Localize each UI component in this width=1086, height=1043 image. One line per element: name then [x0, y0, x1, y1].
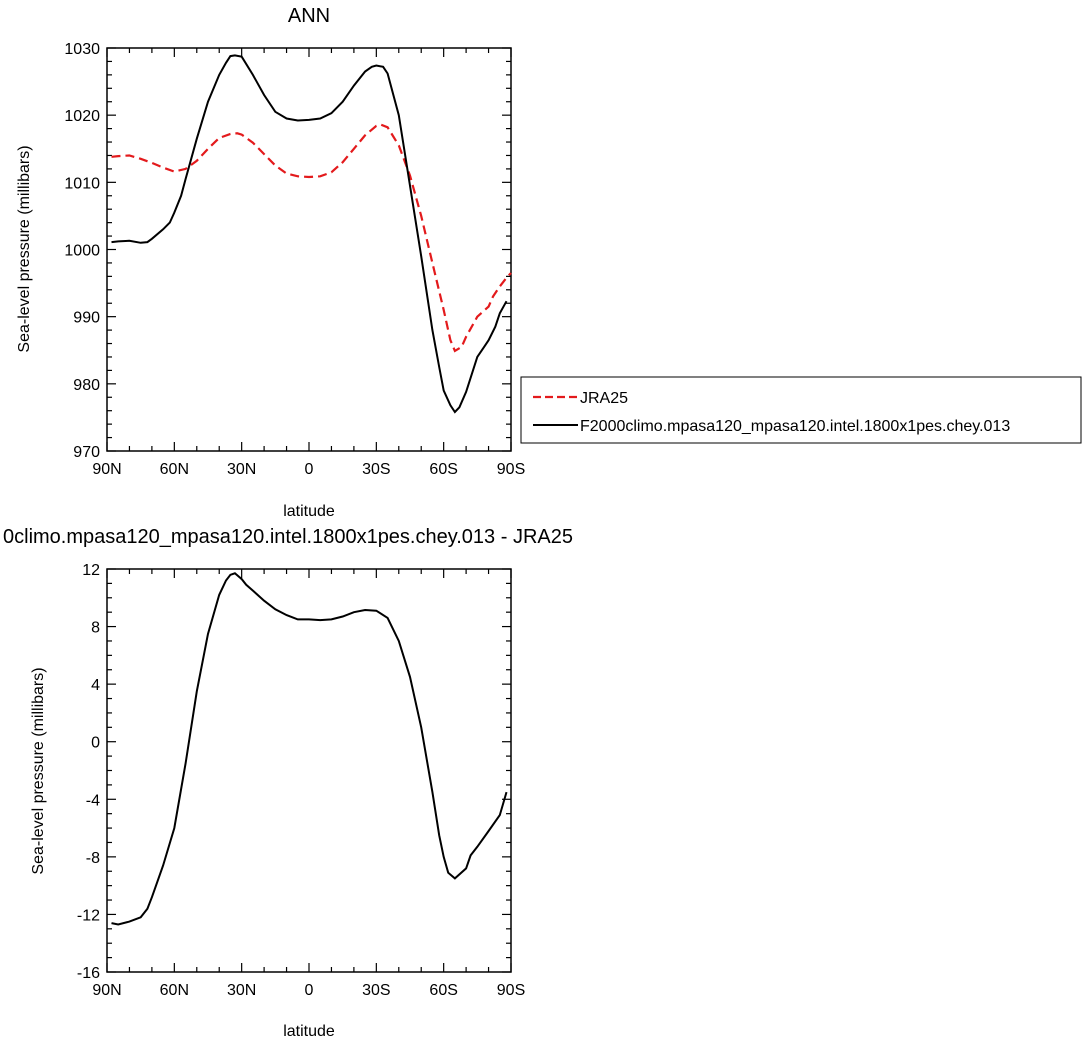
x-tick-label: 90S — [497, 461, 525, 478]
x-tick-label: 30S — [362, 982, 390, 999]
y-tick-label: 1000 — [64, 243, 100, 260]
legend-box — [520, 376, 1082, 444]
top-title: ANN — [288, 5, 330, 27]
y-tick-label: 1010 — [64, 175, 100, 192]
y-tick-label: 8 — [91, 620, 100, 637]
x-tick-label: 30N — [227, 982, 256, 999]
x-tick-label: 60S — [429, 461, 457, 478]
y-tick-label: 12 — [82, 562, 100, 579]
x-tick-label: 60N — [160, 461, 189, 478]
x-tick-label: 90N — [92, 982, 121, 999]
legend-label-jra25: JRA25 — [580, 390, 628, 407]
y-axis-label: Sea-level pressure (millibars) — [30, 667, 47, 874]
x-tick-label: 60N — [160, 982, 189, 999]
y-tick-label: -4 — [86, 792, 100, 809]
x-tick-label: 30N — [227, 461, 256, 478]
x-tick-label: 0 — [305, 461, 314, 478]
legend-label-f2000climo: F2000climo.mpasa120_mpasa120.intel.1800x… — [580, 418, 1010, 435]
x-tick-label: 60S — [429, 982, 457, 999]
y-tick-label: 970 — [73, 444, 100, 461]
bottom-title: 0climo.mpasa120_mpasa120.intel.1800x1pes… — [3, 526, 573, 548]
legend: JRA25 F2000climo.mpasa120_mpasa120.intel… — [520, 376, 1082, 444]
bottom-plot-frame — [106, 568, 512, 973]
y-tick-label: 1020 — [64, 108, 100, 125]
y-tick-label: -12 — [77, 907, 100, 924]
y-tick-label: 4 — [91, 677, 100, 694]
y-tick-label: 980 — [73, 377, 100, 394]
y-tick-label: 1030 — [64, 41, 100, 58]
y-tick-label: -16 — [77, 965, 100, 982]
bottom-panel: 0climo.mpasa120_mpasa120.intel.1800x1pes… — [3, 526, 573, 1040]
series-line-difference — [111, 572, 508, 926]
top-x-axis: 90N 60N 30N 0 30S 60S 90S latitude — [92, 461, 525, 520]
bottom-y-axis: -16 -12 -8 -4 0 4 8 12 Sea-level pressur… — [30, 562, 100, 982]
top-panel: ANN 90N 60N 30N 0 30S 60S 90S latitude 9… — [16, 5, 525, 520]
y-tick-label: -8 — [86, 850, 100, 867]
series-line-f2000climo — [111, 54, 508, 414]
x-tick-label: 30S — [362, 461, 390, 478]
x-axis-label: latitude — [283, 503, 335, 520]
x-tick-label: 0 — [305, 982, 314, 999]
x-axis-label: latitude — [283, 1023, 335, 1040]
x-tick-label: 90S — [497, 982, 525, 999]
x-tick-label: 90N — [92, 461, 121, 478]
y-axis-label: Sea-level pressure (millibars) — [16, 145, 33, 352]
top-plot-frame — [106, 47, 512, 452]
bottom-minor-ticks — [106, 568, 512, 973]
top-y-axis: 970 980 990 1000 1010 1020 1030 Sea-leve… — [16, 41, 100, 461]
top-minor-ticks — [106, 47, 512, 452]
y-tick-label: 990 — [73, 310, 100, 327]
bottom-x-axis: 90N 60N 30N 0 30S 60S 90S latitude — [92, 982, 525, 1040]
y-tick-label: 0 — [91, 735, 100, 752]
series-line-jra25 — [111, 123, 512, 353]
